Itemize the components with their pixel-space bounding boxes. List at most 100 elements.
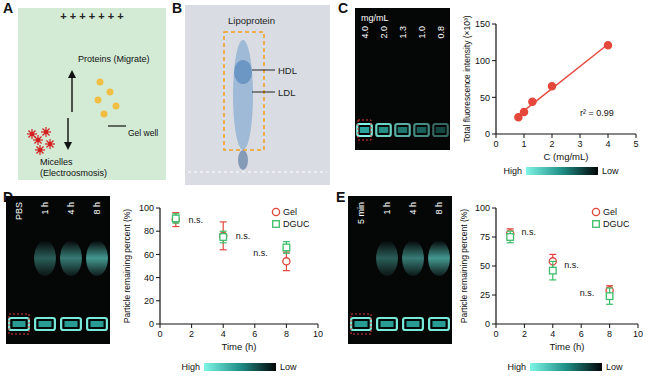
y-tick-label: 25 xyxy=(480,290,490,300)
y-tick xyxy=(492,97,496,98)
gel-band xyxy=(9,318,29,330)
micelle xyxy=(48,142,52,146)
lane-label: PBS xyxy=(14,202,24,220)
micelle xyxy=(44,130,48,134)
x-tick xyxy=(552,324,553,328)
point xyxy=(283,244,290,251)
gel-band-core xyxy=(398,127,408,133)
error-cap xyxy=(507,231,514,232)
error-cap xyxy=(220,221,227,222)
band-pointer xyxy=(252,70,275,71)
x-tick xyxy=(581,324,582,328)
micelles-label: Micelles xyxy=(40,157,73,167)
lane-highlight xyxy=(358,120,371,140)
panel-letter: E xyxy=(336,189,345,205)
gel-band xyxy=(395,124,409,136)
micelles-label: (Electroosmosis) xyxy=(40,168,107,178)
gel-well xyxy=(108,125,126,126)
y-tick-label: 40 xyxy=(144,273,154,283)
error-cap xyxy=(606,287,613,288)
x-tick xyxy=(638,324,639,328)
gel-smear xyxy=(376,240,398,276)
x-tick xyxy=(524,324,525,328)
gel-band-core xyxy=(407,321,420,327)
gel-band xyxy=(376,124,390,136)
panel-letter: B xyxy=(172,0,182,16)
y-tick xyxy=(156,300,160,301)
error-cap xyxy=(507,242,514,243)
band-label: HDL xyxy=(278,65,297,76)
lane-label: 8 h xyxy=(434,202,444,215)
y-axis xyxy=(495,24,496,134)
colorbar-label: Low xyxy=(602,166,619,176)
gel-band xyxy=(87,318,107,330)
micelle xyxy=(30,132,34,136)
error-bar xyxy=(549,261,556,280)
colorbar-label: Low xyxy=(280,362,297,372)
colorbar-label: Low xyxy=(606,362,623,372)
annotation: r² = 0.99 xyxy=(580,108,614,118)
y-axis xyxy=(159,208,160,324)
y-tick xyxy=(156,254,160,255)
gel-well-label: Gel well xyxy=(128,128,158,138)
protein-dot xyxy=(113,103,120,110)
x-tick xyxy=(636,134,637,138)
gel-band-core xyxy=(91,321,104,327)
gel-band-core xyxy=(39,321,52,327)
error-cap xyxy=(172,213,179,214)
point xyxy=(507,234,514,241)
gel-band-core xyxy=(360,127,370,133)
y-tick-label: 50 xyxy=(480,93,490,103)
x-tick-label: 8 xyxy=(284,329,289,339)
y-tick-label: 0 xyxy=(485,129,490,139)
gel-image xyxy=(355,8,450,150)
proteins-label: Proteins (Migrate) xyxy=(78,54,150,64)
x-tick-label: 4 xyxy=(221,329,226,339)
figure: A+ + + + + + +Proteins (Migrate)Gel well… xyxy=(0,0,650,379)
lane-label: 2.0 xyxy=(379,26,389,39)
gel-band xyxy=(357,124,371,136)
x-tick xyxy=(580,134,581,138)
chart: 02468100255075100Time (h)Particle remain… xyxy=(459,203,643,352)
y-axis-label: Particle remaining percent (%) xyxy=(122,209,132,323)
y-tick xyxy=(156,231,160,232)
error-bar xyxy=(220,222,227,250)
lane-label: 4 h xyxy=(66,202,76,215)
x-tick-label: 8 xyxy=(607,329,612,339)
y-tick xyxy=(156,277,160,278)
arrowhead xyxy=(68,70,76,78)
y-tick-label: 60 xyxy=(144,250,154,260)
annotation: n.s. xyxy=(253,248,268,258)
lane-highlight xyxy=(351,314,371,334)
panel-letter: A xyxy=(3,0,13,16)
error-bar xyxy=(606,288,613,304)
gel-image xyxy=(6,196,110,344)
gel-unit: mg/mL xyxy=(361,13,389,23)
protein-dot xyxy=(97,79,104,86)
hdl-band xyxy=(234,60,252,84)
protein-dot xyxy=(95,97,102,104)
x-tick-label: 0 xyxy=(493,329,498,339)
legend-label: DGUC xyxy=(603,219,630,229)
well-line xyxy=(188,172,327,173)
error-cap xyxy=(220,242,227,243)
legend-marker xyxy=(272,208,279,215)
x-tick-label: 0 xyxy=(157,329,162,339)
gel-smear xyxy=(34,240,56,276)
x-tick-label: 0 xyxy=(493,139,498,149)
gel-band xyxy=(429,318,449,330)
lipoprotein-label: Lipoprotein xyxy=(228,15,275,26)
y-tick-label: 100 xyxy=(139,203,154,213)
error-cap xyxy=(220,249,227,250)
legend-label: DGUC xyxy=(283,219,310,229)
y-tick-label: 150 xyxy=(475,19,490,29)
legend-marker xyxy=(273,221,280,228)
y-tick-label: 100 xyxy=(475,203,490,213)
y-tick xyxy=(492,237,496,238)
annotation: n.s. xyxy=(564,260,579,270)
x-axis-label: C (mg/mL) xyxy=(544,151,589,162)
x-tick-label: 2 xyxy=(549,139,554,149)
x-tick-label: 2 xyxy=(522,329,527,339)
error-cap xyxy=(283,270,290,271)
colorbar xyxy=(526,167,598,175)
